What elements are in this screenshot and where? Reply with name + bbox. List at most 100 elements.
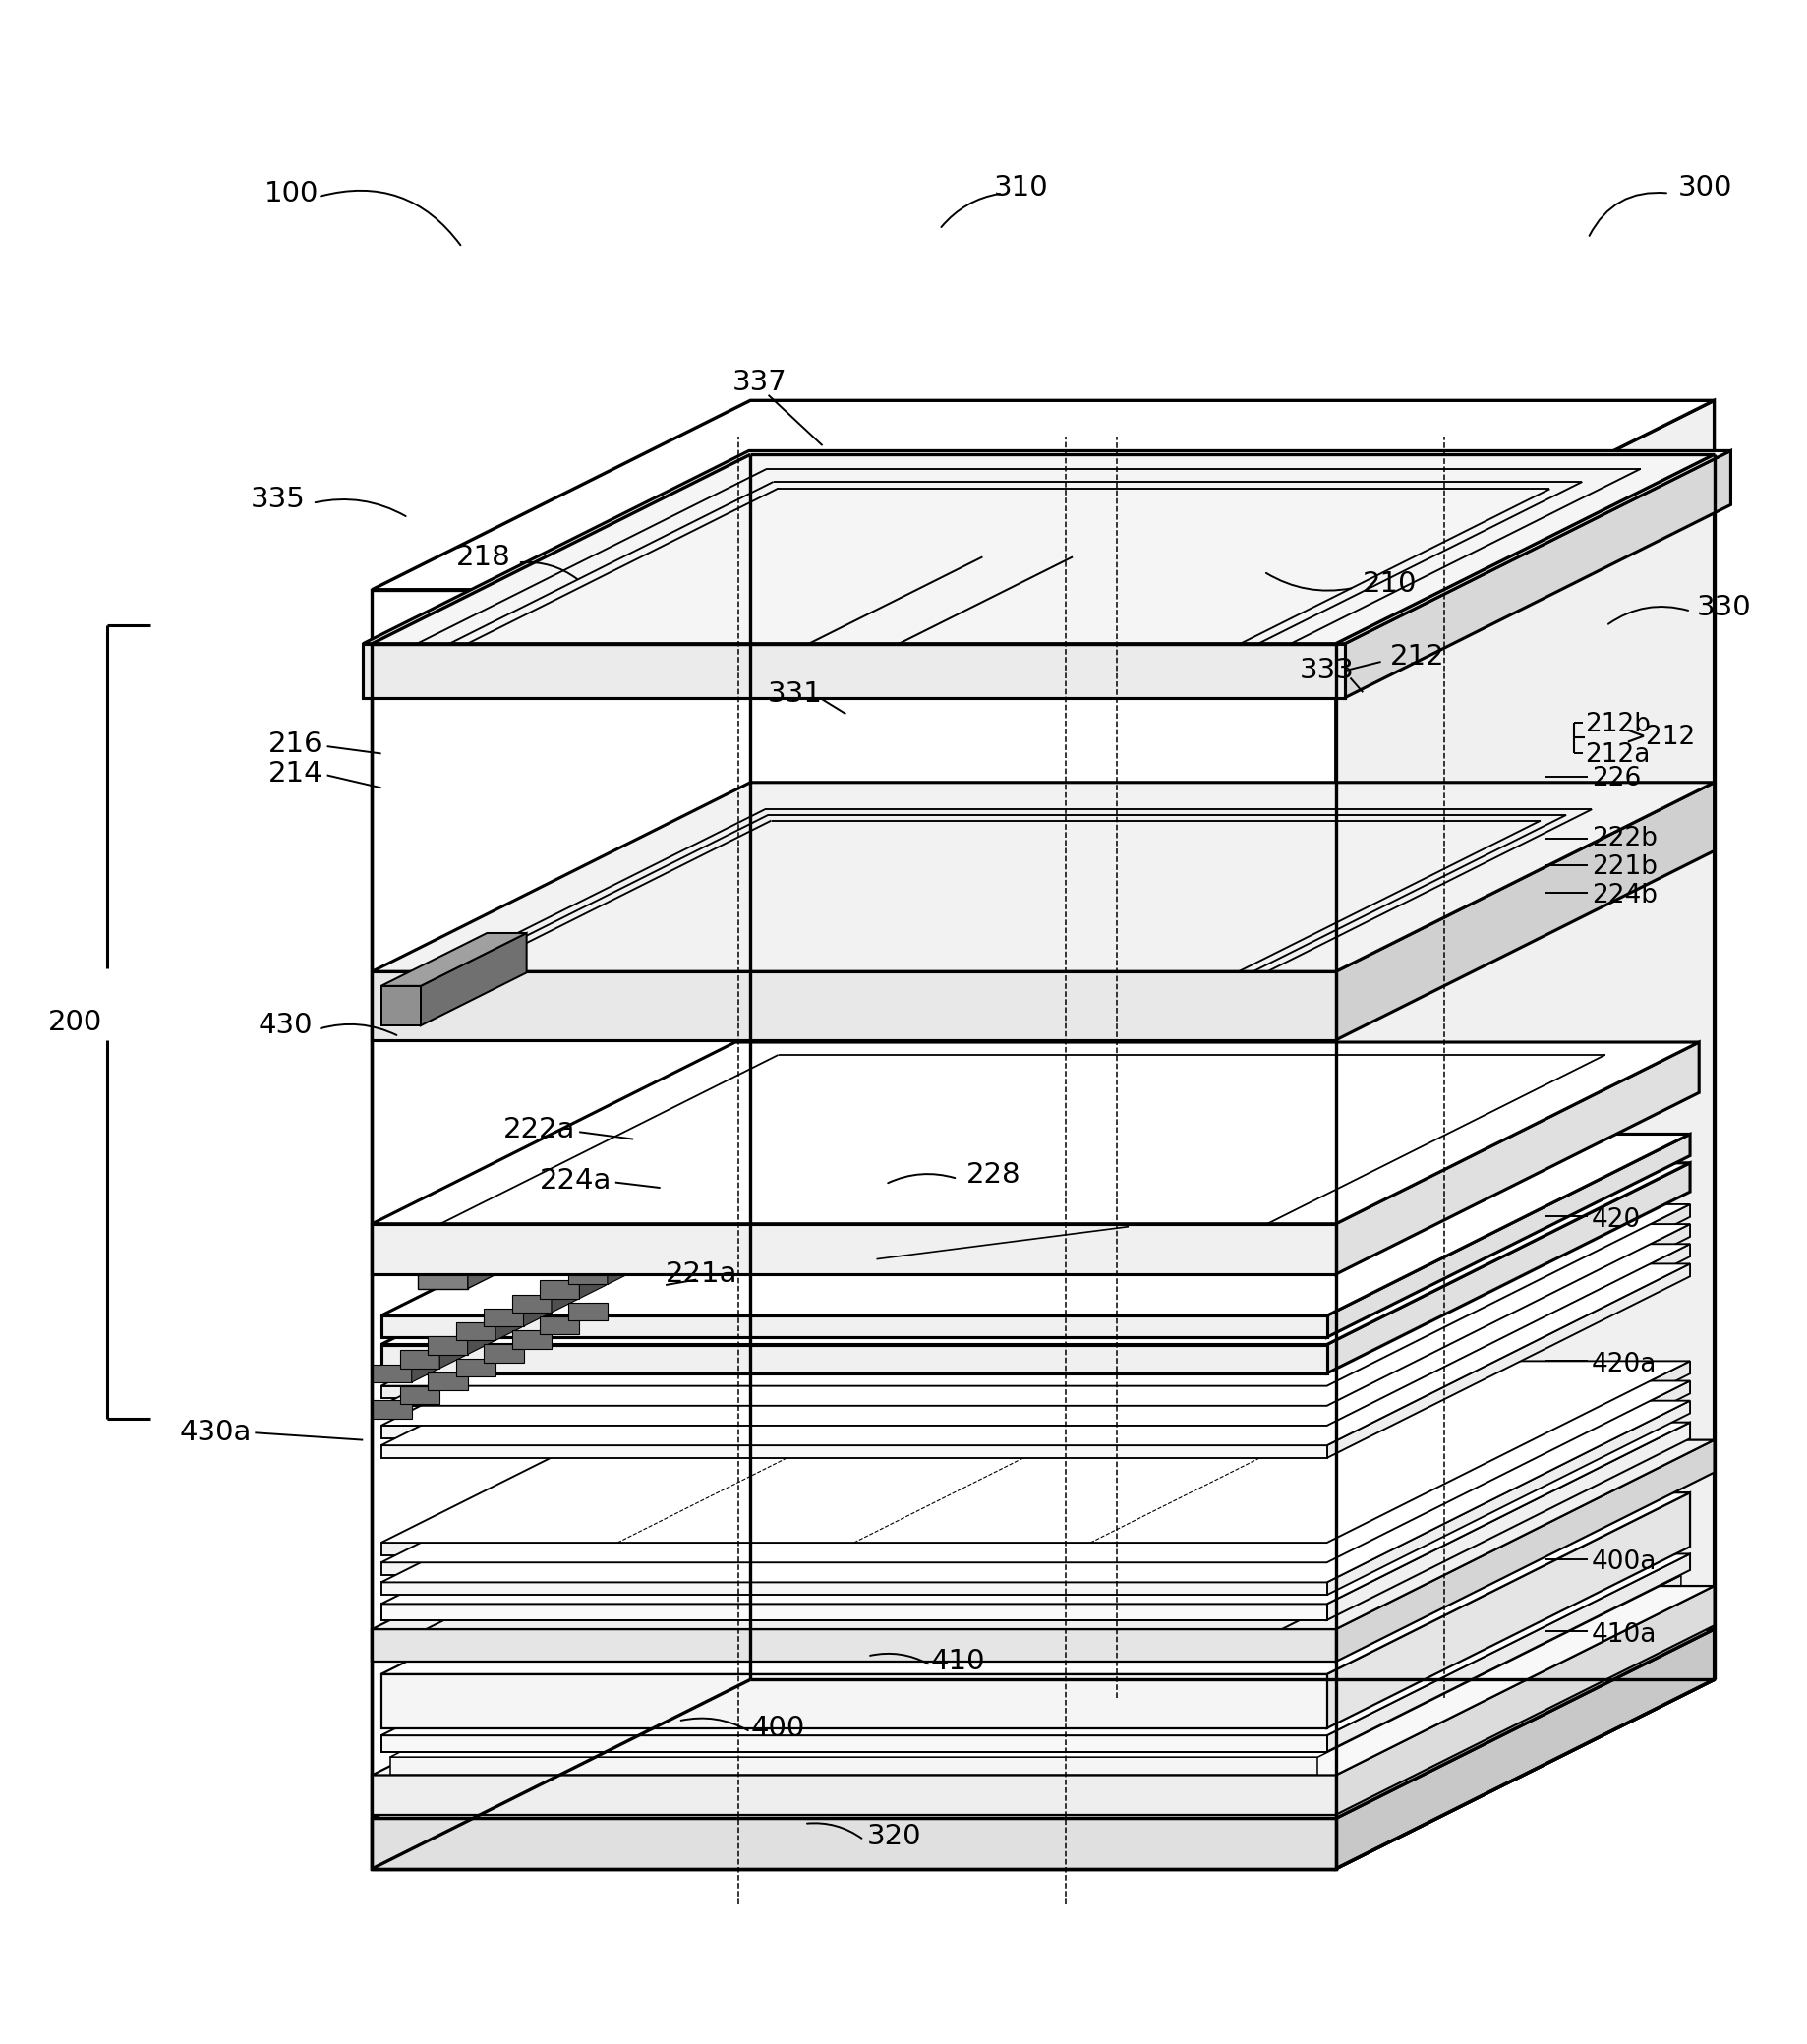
Polygon shape <box>555 1208 585 1245</box>
Polygon shape <box>381 1406 1326 1419</box>
Polygon shape <box>1335 783 1715 1040</box>
Polygon shape <box>372 1629 1335 1662</box>
Polygon shape <box>428 1372 468 1390</box>
Polygon shape <box>591 1165 672 1179</box>
Polygon shape <box>381 1386 1326 1398</box>
Text: 330: 330 <box>1697 595 1751 621</box>
Polygon shape <box>372 783 1715 971</box>
Polygon shape <box>428 1337 468 1355</box>
Polygon shape <box>372 1439 1715 1629</box>
Text: 430a: 430a <box>179 1419 251 1447</box>
Text: 214: 214 <box>269 760 323 787</box>
Text: 337: 337 <box>732 368 786 397</box>
Polygon shape <box>511 1331 551 1349</box>
Polygon shape <box>1326 1204 1690 1398</box>
Polygon shape <box>381 1361 1690 1543</box>
Polygon shape <box>1326 1263 1690 1457</box>
Polygon shape <box>511 1230 542 1267</box>
Polygon shape <box>468 1251 499 1288</box>
Polygon shape <box>455 1359 495 1376</box>
Polygon shape <box>381 1423 1690 1605</box>
Polygon shape <box>421 932 526 1026</box>
Text: 226: 226 <box>1592 766 1641 791</box>
Polygon shape <box>381 1605 1326 1621</box>
Polygon shape <box>504 1222 555 1245</box>
Polygon shape <box>1335 1586 1715 1815</box>
Polygon shape <box>399 1351 439 1367</box>
Polygon shape <box>540 1280 580 1298</box>
Polygon shape <box>607 1253 634 1284</box>
Text: 320: 320 <box>867 1823 922 1850</box>
Polygon shape <box>381 1735 1326 1752</box>
Polygon shape <box>381 1245 1690 1425</box>
Text: 221a: 221a <box>665 1261 737 1288</box>
Polygon shape <box>381 1543 1326 1555</box>
Polygon shape <box>567 1302 607 1320</box>
Polygon shape <box>390 1758 1317 1774</box>
Polygon shape <box>372 1774 1335 1815</box>
Polygon shape <box>1335 401 1715 1868</box>
Text: 333: 333 <box>1299 656 1353 685</box>
Text: 224b: 224b <box>1592 883 1657 910</box>
Text: 212a: 212a <box>1585 742 1650 769</box>
Polygon shape <box>1326 1382 1690 1576</box>
Polygon shape <box>439 1337 466 1367</box>
Text: 216: 216 <box>269 732 323 758</box>
Polygon shape <box>381 1345 1326 1374</box>
Polygon shape <box>1326 1361 1690 1555</box>
Polygon shape <box>381 1553 1690 1735</box>
Polygon shape <box>685 1143 716 1179</box>
Polygon shape <box>1335 1042 1699 1273</box>
Polygon shape <box>484 1308 524 1327</box>
Polygon shape <box>381 1400 1690 1582</box>
Polygon shape <box>484 1345 524 1363</box>
Text: 410: 410 <box>931 1647 985 1676</box>
Polygon shape <box>1326 1134 1690 1337</box>
Text: 221b: 221b <box>1592 854 1657 879</box>
Polygon shape <box>591 1179 641 1202</box>
Polygon shape <box>381 932 526 985</box>
Text: 430: 430 <box>258 1012 313 1038</box>
Polygon shape <box>372 1400 412 1419</box>
Polygon shape <box>580 1267 605 1298</box>
Polygon shape <box>372 589 1335 1868</box>
Polygon shape <box>372 1586 1715 1774</box>
Text: 222b: 222b <box>1592 826 1657 850</box>
Polygon shape <box>363 644 1344 697</box>
Text: 210: 210 <box>1362 570 1417 599</box>
Polygon shape <box>1326 1400 1690 1594</box>
Polygon shape <box>455 1322 495 1341</box>
Polygon shape <box>399 1386 439 1404</box>
Text: 410a: 410a <box>1592 1621 1657 1647</box>
Polygon shape <box>372 1819 1335 1868</box>
Polygon shape <box>1326 1224 1690 1419</box>
Polygon shape <box>381 1163 1690 1345</box>
Text: 218: 218 <box>455 544 511 570</box>
Polygon shape <box>598 1186 629 1222</box>
Polygon shape <box>417 1251 499 1267</box>
Polygon shape <box>1344 452 1731 697</box>
Text: 400a: 400a <box>1592 1549 1657 1576</box>
Polygon shape <box>381 1445 1326 1457</box>
Text: 310: 310 <box>994 174 1048 202</box>
Polygon shape <box>1326 1245 1690 1439</box>
Polygon shape <box>1326 1492 1690 1729</box>
Polygon shape <box>381 1562 1326 1576</box>
Polygon shape <box>461 1245 511 1267</box>
Polygon shape <box>548 1186 629 1202</box>
Polygon shape <box>381 1674 1326 1729</box>
Polygon shape <box>1317 1576 1681 1774</box>
Polygon shape <box>372 1363 412 1382</box>
Polygon shape <box>495 1308 522 1341</box>
Polygon shape <box>511 1294 551 1312</box>
Polygon shape <box>390 1576 1681 1758</box>
Text: 420: 420 <box>1592 1208 1641 1233</box>
Text: >212: >212 <box>1624 724 1695 750</box>
Text: 224a: 224a <box>540 1167 611 1194</box>
Polygon shape <box>363 452 1731 644</box>
Polygon shape <box>372 1680 1715 1868</box>
Polygon shape <box>524 1296 549 1327</box>
Polygon shape <box>381 1263 1690 1445</box>
Polygon shape <box>461 1230 542 1245</box>
Polygon shape <box>1335 1629 1715 1868</box>
